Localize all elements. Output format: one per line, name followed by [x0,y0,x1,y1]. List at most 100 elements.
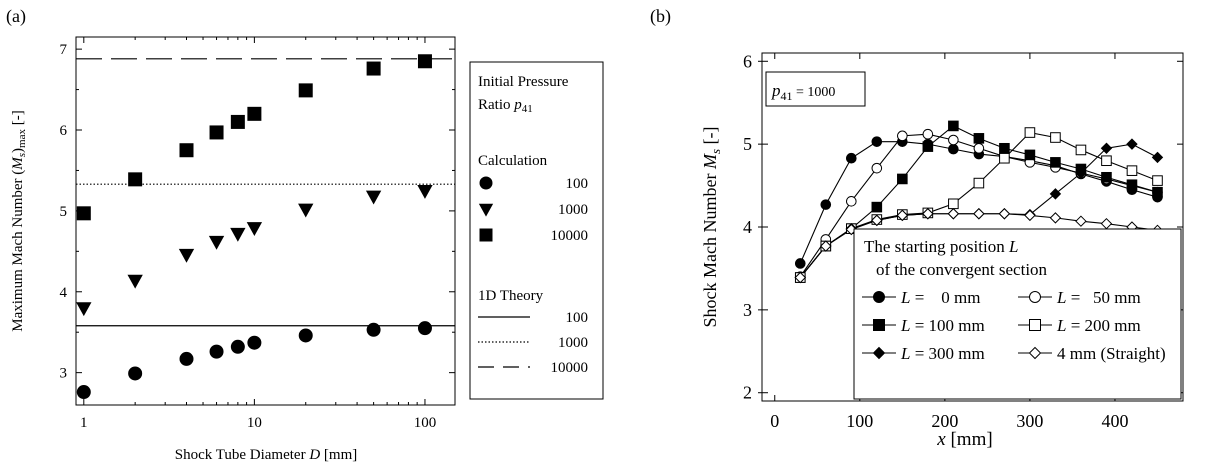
legend-theory-label: 10000 [551,360,589,376]
y-tick-label-a: 5 [60,204,68,220]
legend-b-label-5: 4 mm (Straight) [1057,344,1166,363]
point-series-1 [897,130,908,142]
point-series-1 [871,162,883,174]
legend-b-marker-3 [1029,319,1041,331]
point-series-2 [871,201,883,213]
point-calc-10000 [417,54,432,69]
point-calc-1000 [127,274,143,289]
point-series-0 [948,143,959,155]
point-calc-100 [366,322,381,337]
point-calc-10000 [247,106,262,121]
x-tick-label-b: 400 [1101,411,1128,431]
legend-b-marker-5 [1028,346,1042,360]
chart-panel-b: 0 100 200 300 400 2 3 4 5 6 Shock Mach Number Ms … [700,51,1184,450]
legend-calc-label: 1000 [558,202,588,218]
point-calc-10000 [128,172,143,187]
point-series-5 [973,208,985,220]
panel-a-label: (a) [6,6,26,27]
point-series-3 [1024,127,1036,138]
legend-a: Initial Pressure Ratio p41 Calculation 1… [469,61,604,400]
point-series-2 [922,141,934,152]
point-series-5 [922,208,934,220]
svg-text:p41 = 1000: p41 = 1000 [771,81,835,103]
legend-a-title-1: Initial Pressure [478,74,569,90]
point-series-3 [973,177,985,189]
point-series-1 [948,134,959,146]
point-calc-100 [247,335,262,350]
point-series-5 [794,271,806,284]
point-series-5 [1049,212,1062,224]
legend-b-frame [853,228,1182,400]
legend-b-title-1: The starting position L [864,237,1018,256]
y-tick-label-b: 6 [743,51,752,71]
point-calc-10000 [230,114,245,129]
point-series-2 [999,142,1010,154]
point-series-5 [871,214,883,227]
point-calc-100 [76,385,91,400]
y-tick-label-a: 4 [60,285,68,301]
y-tick-label-b: 2 [743,383,752,403]
point-calc-1000 [208,235,225,250]
plot-frame-a [75,36,456,406]
point-series-3 [1075,144,1087,156]
point-series-5 [896,209,909,222]
x-tick-label-b: 300 [1016,411,1043,431]
legend-b-label-1: L = 50 mm [1056,288,1141,307]
legend-b-marker-1 [1029,291,1041,303]
legend-b-marker-0 [873,291,885,303]
point-series-4 [1151,151,1164,164]
legend-b-label-0: L = 0 mm [900,288,981,307]
legend-a-calc-header: Calculation [478,153,548,169]
legend-a-theory-header: 1D Theory [478,288,544,304]
point-calc-100 [128,366,143,381]
legend-calc-label: 10000 [551,228,589,244]
y-tick-label-a: 3 [60,366,68,382]
legend-b-label-2: L = 100 mm [900,316,985,335]
point-series-3 [1101,155,1112,167]
x-tick-label-b: 200 [931,411,958,431]
point-series-2 [948,120,959,132]
x-axis-title-a: Shock Tube Diameter D [mm] [175,447,358,463]
y-axis-title-b: Shock Mach Number Ms [-] [700,126,723,327]
panel-b-label: (b) [650,6,671,27]
point-calc-100 [298,328,313,343]
point-series-4 [1075,167,1087,179]
pressure-ratio-annotation: p41 = 1000 [765,71,866,107]
point-calc-100 [417,321,432,336]
x-axis-title-b: x [mm] [936,429,992,450]
point-calc-100 [230,339,245,354]
point-calc-10000 [298,83,313,98]
point-series-3 [948,198,959,210]
point-series-4 [1100,142,1113,154]
x-tick-label-b: 100 [846,411,873,431]
point-calc-1000 [230,227,246,242]
point-calc-1000 [298,203,314,218]
point-series-2 [1152,186,1163,198]
chart-panel-a: 1 10 100 3 4 5 6 7 Maximum Mach Number (Ms)max … [10,36,604,463]
point-calc-1000 [178,248,195,263]
point-series-5 [1075,215,1087,227]
point-calc-100 [179,351,194,366]
point-series-2 [1126,179,1138,191]
point-series-3 [1126,165,1138,176]
point-series-4 [1126,138,1138,150]
x-tick-label-b: 0 [770,411,779,431]
point-calc-10000 [76,206,91,221]
point-series-3 [1050,132,1061,143]
point-series-5 [1100,217,1113,230]
point-calc-10000 [209,125,224,140]
point-series-3 [1152,175,1163,186]
legend-marker-calc-1000 [478,203,494,217]
point-series-2 [1101,171,1112,183]
y-axis-title-a: Maximum Mach Number (Ms)max [-] [10,110,28,332]
point-series-2 [897,173,908,185]
point-series-2 [973,133,985,144]
point-calc-1000 [76,302,92,317]
point-series-1 [922,128,934,140]
point-series-0 [871,136,883,147]
point-series-3 [999,152,1010,164]
point-series-4 [1049,188,1062,200]
point-series-1 [846,196,857,207]
y-tick-label-b: 5 [743,134,752,154]
